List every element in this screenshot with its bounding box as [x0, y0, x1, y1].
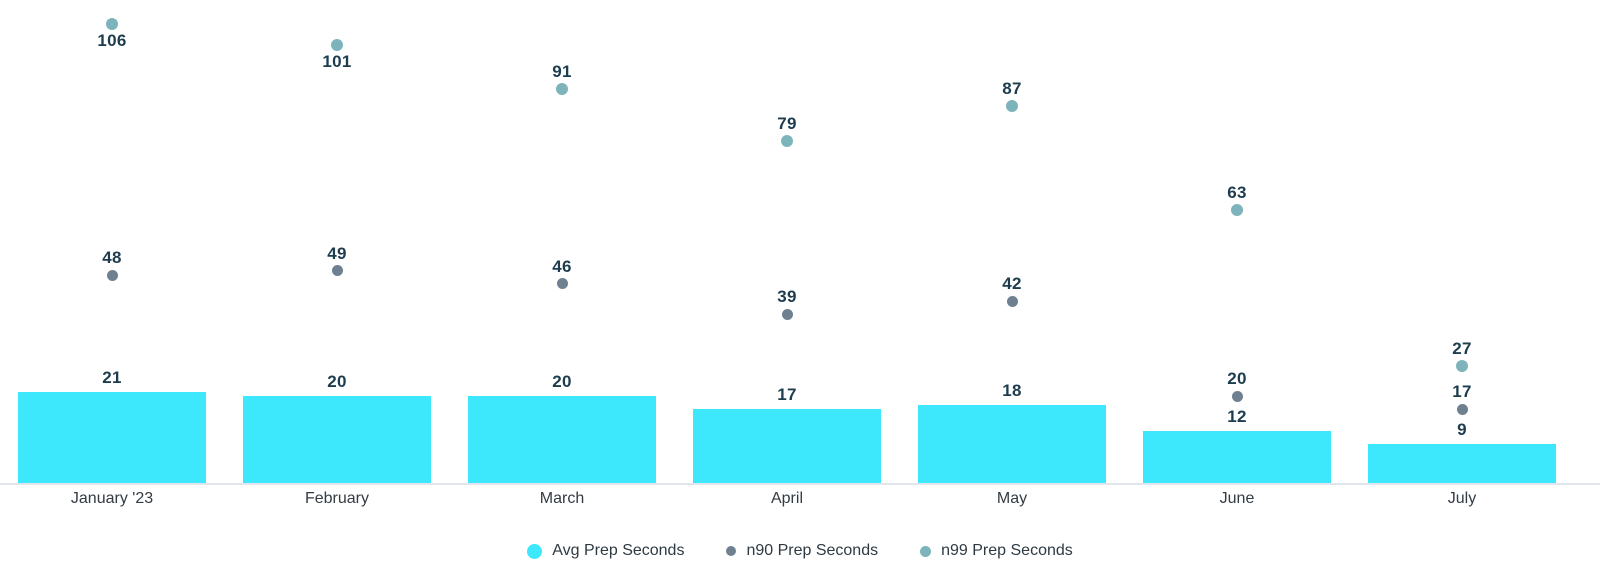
n90-dot	[1456, 403, 1468, 415]
n99-value-label: 63	[1227, 183, 1247, 203]
avg-prep-bar	[243, 396, 431, 483]
avg-bar-value-label: 21	[102, 368, 122, 388]
x-axis-label: June	[1219, 490, 1255, 507]
legend-item-n90[interactable]: n90 Prep Seconds	[726, 540, 878, 562]
n90-dot	[1231, 390, 1243, 402]
avg-bar-value-label: 9	[1457, 420, 1467, 440]
avg-prep-bar	[918, 405, 1106, 483]
n90-legend-marker-icon	[726, 546, 737, 556]
n90-value-label: 39	[777, 287, 797, 307]
n90-value-label: 20	[1227, 369, 1247, 389]
legend: Avg Prep Seconds n90 Prep Seconds n99 Prep…	[0, 540, 1600, 562]
x-axis-label: April	[770, 490, 803, 507]
legend-item-label: Avg Prep Seconds	[552, 542, 685, 559]
avg-prep-bar	[18, 392, 206, 483]
n99-dot	[106, 17, 118, 30]
legend-item-n99[interactable]: n99 Prep Seconds	[920, 540, 1073, 562]
avg-prep-bar	[468, 396, 656, 483]
n99-value-label: 106	[97, 30, 127, 50]
x-axis-label: July	[1447, 490, 1477, 507]
n90-value-label: 48	[102, 248, 122, 268]
n99-value-label: 91	[552, 61, 572, 81]
n90-dot	[556, 278, 568, 290]
legend-item-avg[interactable]: Avg Prep Seconds	[527, 540, 684, 562]
legend-item-label: n99 Prep Seconds	[941, 542, 1073, 559]
x-axis-label: March	[539, 490, 585, 507]
avg-bar-value-label: 20	[552, 372, 572, 392]
avg-bar-value-label: 20	[327, 372, 347, 392]
n90-value-label: 17	[1452, 382, 1472, 402]
n99-dot	[1231, 204, 1243, 217]
n99-dot	[781, 134, 793, 147]
n99-dot	[1006, 100, 1018, 113]
n99-value-label: 79	[777, 113, 797, 133]
n99-dot	[556, 82, 568, 95]
n99-dot	[331, 39, 343, 52]
legend-item-label: n90 Prep Seconds	[746, 542, 879, 559]
n90-dot	[106, 269, 118, 281]
x-axis-label: February	[304, 490, 370, 507]
n99-legend-marker-icon	[920, 545, 932, 557]
plot-area: 21 48 106 20 49 101 20 46 91 17 39 79 18 42 87 12 20 63 9 1…	[0, 17, 1600, 485]
n90-dot	[1006, 295, 1018, 307]
avg-bar-value-label: 12	[1227, 407, 1247, 427]
x-axis-label: May	[996, 490, 1028, 507]
avg-bar-value-label: 18	[1002, 381, 1022, 401]
n90-value-label: 42	[1002, 274, 1022, 294]
x-axis-label: January '23	[70, 490, 154, 507]
n99-value-label: 101	[322, 52, 352, 72]
n90-dot	[781, 308, 793, 320]
n90-value-label: 46	[552, 256, 572, 276]
avg-bar-value-label: 17	[777, 385, 797, 405]
n90-dot	[331, 265, 343, 277]
n90-value-label: 49	[327, 243, 347, 263]
avg-prep-bar	[1368, 444, 1556, 483]
avg-prep-bar	[1143, 431, 1331, 483]
n99-dot	[1456, 360, 1468, 373]
n99-value-label: 87	[1002, 79, 1022, 99]
avg-legend-marker-icon	[527, 543, 543, 559]
avg-prep-bar	[693, 409, 881, 483]
n99-value-label: 27	[1452, 339, 1472, 359]
